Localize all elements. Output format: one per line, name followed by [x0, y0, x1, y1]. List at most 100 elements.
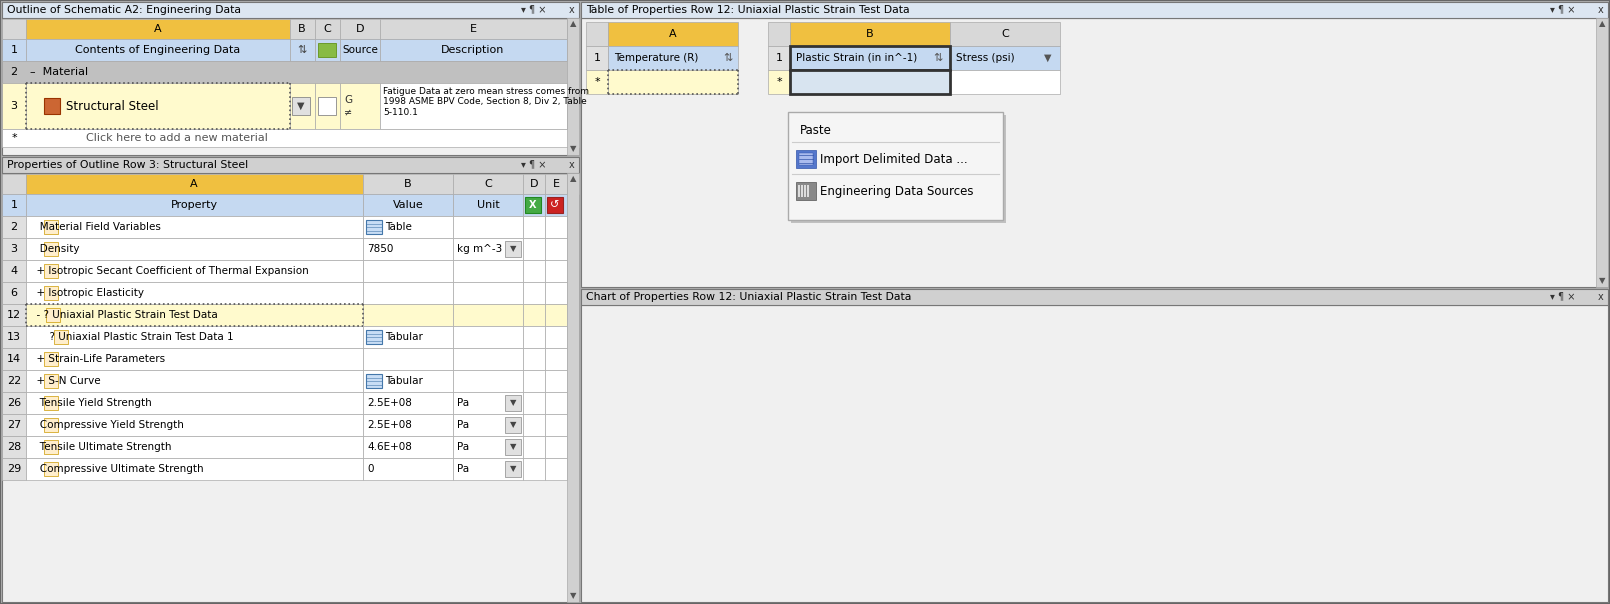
Text: 1: 1: [594, 53, 601, 63]
Bar: [506, 241, 522, 257]
Text: Source: Source: [341, 45, 378, 55]
Text: ▼: ▼: [510, 420, 517, 429]
Bar: [43, 396, 58, 410]
Text: B: B: [298, 24, 306, 34]
Bar: [452, 436, 523, 458]
Text: G: G: [345, 95, 353, 105]
Bar: [768, 22, 791, 46]
Bar: [791, 115, 1006, 223]
Bar: [787, 112, 1003, 220]
Text: 4.6E+08: 4.6E+08: [367, 442, 412, 452]
Bar: [802, 185, 803, 197]
Bar: [452, 260, 523, 282]
Text: ▼: ▼: [510, 245, 517, 254]
Bar: [2, 326, 26, 348]
Bar: [2, 304, 26, 326]
Bar: [567, 39, 580, 61]
Bar: [43, 374, 58, 388]
Text: Pa: Pa: [457, 464, 469, 474]
Bar: [26, 238, 362, 260]
Bar: [452, 216, 523, 238]
Bar: [452, 392, 523, 414]
Text: –  Material: – Material: [31, 67, 89, 77]
Bar: [452, 304, 523, 326]
Bar: [452, 238, 523, 260]
Bar: [799, 153, 813, 165]
Bar: [506, 395, 522, 411]
Bar: [523, 348, 546, 370]
Text: ⇅: ⇅: [723, 53, 733, 63]
Bar: [523, 174, 546, 194]
Text: X: X: [530, 200, 536, 210]
Bar: [791, 70, 950, 94]
Text: E: E: [552, 179, 560, 189]
Text: 0: 0: [367, 464, 374, 474]
Bar: [43, 242, 58, 256]
Text: ↺: ↺: [551, 200, 560, 210]
Bar: [26, 194, 362, 216]
Text: Table: Table: [385, 222, 412, 232]
Text: Tensile Yield Strength: Tensile Yield Strength: [31, 398, 151, 408]
Bar: [452, 414, 523, 436]
Bar: [26, 260, 362, 282]
Text: - ? Uniaxial Plastic Strain Test Data: - ? Uniaxial Plastic Strain Test Data: [31, 310, 217, 320]
Text: 2: 2: [10, 67, 18, 77]
Text: Unit: Unit: [477, 200, 499, 210]
Bar: [768, 46, 791, 70]
Text: Compressive Ultimate Strength: Compressive Ultimate Strength: [31, 464, 203, 474]
Text: Outline of Schematic A2: Engineering Data: Outline of Schematic A2: Engineering Dat…: [6, 5, 241, 15]
Bar: [586, 46, 609, 70]
Text: Pa: Pa: [457, 442, 469, 452]
Text: Description: Description: [441, 45, 504, 55]
Bar: [362, 282, 452, 304]
Bar: [586, 70, 609, 94]
Bar: [26, 392, 362, 414]
Bar: [2, 458, 26, 480]
Text: 28: 28: [6, 442, 21, 452]
Text: E: E: [470, 24, 477, 34]
Bar: [26, 326, 362, 348]
Text: ▼: ▼: [570, 591, 576, 600]
Bar: [2, 129, 580, 147]
Text: ▾ ¶ ×: ▾ ¶ ×: [1550, 4, 1575, 14]
Bar: [26, 216, 362, 238]
Text: D: D: [356, 24, 364, 34]
Bar: [55, 330, 68, 344]
Bar: [523, 194, 546, 216]
Bar: [362, 194, 452, 216]
Bar: [43, 352, 58, 366]
Text: x: x: [1599, 292, 1604, 302]
Text: ▼: ▼: [1045, 53, 1051, 63]
Bar: [768, 70, 791, 94]
Bar: [950, 46, 1059, 70]
Text: 12: 12: [6, 310, 21, 320]
Bar: [546, 216, 567, 238]
Bar: [547, 197, 564, 213]
Bar: [807, 185, 808, 197]
Bar: [340, 83, 380, 129]
Bar: [365, 330, 382, 344]
Text: *: *: [594, 77, 601, 87]
Bar: [523, 238, 546, 260]
Text: x: x: [568, 5, 575, 15]
Bar: [452, 174, 523, 194]
Bar: [362, 370, 452, 392]
Bar: [2, 174, 26, 194]
Text: B: B: [866, 29, 874, 39]
Text: Temperature (R): Temperature (R): [613, 53, 699, 63]
Text: Plastic Strain (in in^-1): Plastic Strain (in in^-1): [795, 53, 918, 63]
Bar: [290, 19, 316, 39]
Bar: [43, 98, 60, 114]
Text: 4: 4: [10, 266, 18, 276]
Text: Contents of Engineering Data: Contents of Engineering Data: [76, 45, 240, 55]
Bar: [546, 392, 567, 414]
Text: D: D: [530, 179, 538, 189]
Bar: [567, 19, 580, 39]
Text: 6: 6: [11, 288, 18, 298]
Bar: [581, 289, 1608, 305]
Bar: [43, 440, 58, 454]
Bar: [2, 157, 580, 173]
Text: 1: 1: [11, 45, 18, 55]
Text: 2: 2: [10, 222, 18, 232]
Text: ▼: ▼: [570, 144, 576, 153]
